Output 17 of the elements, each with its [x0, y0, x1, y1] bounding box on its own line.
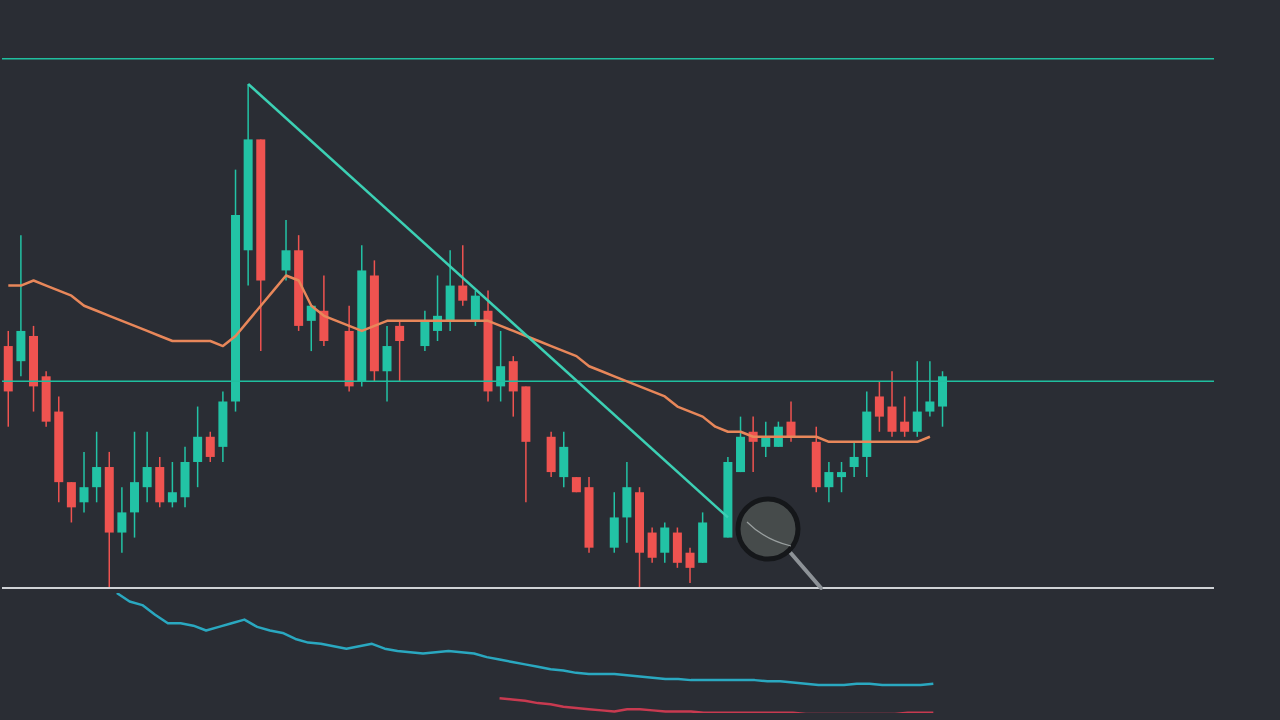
- candlestick: [395, 320, 405, 383]
- candlestick: [824, 461, 834, 504]
- candlestick: [849, 441, 859, 478]
- candlestick: [281, 219, 291, 282]
- candlestick: [837, 461, 847, 493]
- candlestick: [458, 244, 468, 307]
- candlestick: [167, 461, 177, 509]
- candlestick: [205, 430, 215, 463]
- candlestick: [92, 430, 102, 504]
- candlestick: [79, 451, 89, 514]
- candlestick: [773, 420, 783, 448]
- candlestick: [874, 380, 884, 433]
- candlestick: [786, 400, 796, 443]
- candlestick: [142, 430, 152, 504]
- candlestick: [900, 395, 910, 438]
- candlestick: [685, 546, 695, 584]
- candlestick: [117, 486, 127, 554]
